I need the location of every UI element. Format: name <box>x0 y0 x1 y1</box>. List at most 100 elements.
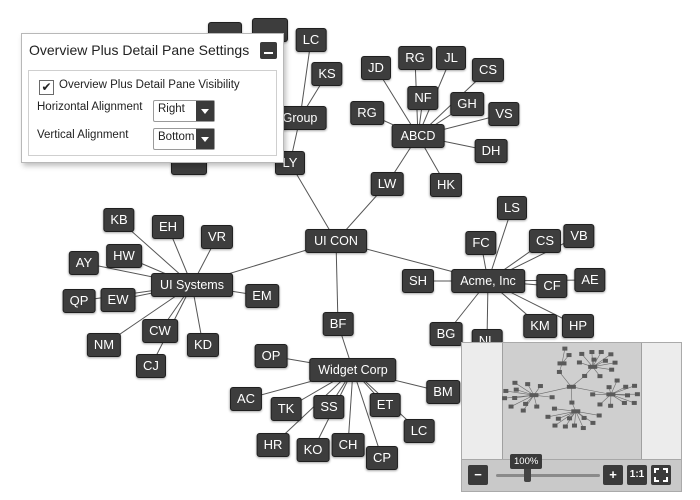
graph-edge <box>347 369 354 446</box>
graph-node-cs1[interactable]: CS <box>471 58 505 82</box>
minimap-edge <box>504 394 534 399</box>
graph-node-uicon[interactable]: UI CON <box>305 229 367 253</box>
graph-node-kd[interactable]: KD <box>186 333 220 357</box>
graph-node-hw[interactable]: HW <box>106 244 142 268</box>
zoom-toolbar: − 100% + 1:1 <box>462 454 681 491</box>
minimap-node <box>597 374 603 379</box>
graph-node-rg1[interactable]: RG <box>398 46 432 70</box>
minimap-node <box>582 373 588 378</box>
minimap-node <box>623 384 629 389</box>
minimap-edge <box>575 411 584 429</box>
minimap-node <box>529 393 539 398</box>
collapse-pane-button[interactable] <box>260 42 277 59</box>
minimap-node <box>625 393 631 398</box>
graph-node-kb[interactable]: KB <box>103 208 135 232</box>
graph-node-vr[interactable]: VR <box>200 225 234 249</box>
minimap-node <box>520 408 526 413</box>
graph-node-fc[interactable]: FC <box>465 231 497 255</box>
graph-node-abcd[interactable]: ABCD <box>391 124 445 148</box>
minimap-node <box>557 361 567 366</box>
graph-node-ay[interactable]: AY <box>68 251 100 275</box>
minimap-node <box>566 384 576 389</box>
minimap-edge <box>533 386 572 396</box>
graph-node-ss[interactable]: SS <box>313 395 345 419</box>
minimap-node <box>512 396 518 400</box>
graph-node-bf[interactable]: BF <box>322 312 354 336</box>
minimap-edge <box>559 371 572 387</box>
graph-node-bm[interactable]: BM <box>426 380 460 404</box>
graph-node-op[interactable]: OP <box>254 344 288 368</box>
minimap-node <box>562 424 568 429</box>
minimap-node <box>551 406 557 411</box>
graph-node-em[interactable]: EM <box>245 284 279 308</box>
graph-node-ls[interactable]: LS <box>497 196 527 220</box>
graph-node-ae[interactable]: AE <box>574 268 606 292</box>
visibility-checkbox[interactable]: ✔ <box>39 80 54 95</box>
graph-node-vs[interactable]: VS <box>488 102 520 126</box>
graph-node-ew[interactable]: EW <box>100 288 136 312</box>
graph-node-hr[interactable]: HR <box>256 433 290 457</box>
fit-to-window-button[interactable] <box>651 465 671 485</box>
zoom-slider-track[interactable] <box>496 474 600 477</box>
graph-node-cp[interactable]: CP <box>365 446 399 470</box>
graph-node-ac[interactable]: AC <box>229 387 263 411</box>
minimap-edge <box>571 386 611 395</box>
graph-node-cf[interactable]: CF <box>536 274 568 298</box>
graph-node-cw[interactable]: CW <box>142 319 178 343</box>
graph-node-km[interactable]: KM <box>523 314 557 338</box>
graph-node-cs2[interactable]: CS <box>528 229 562 253</box>
graph-node-qp[interactable]: QP <box>62 289 96 313</box>
minimap-node <box>562 346 568 351</box>
graph-node-hp[interactable]: HP <box>561 314 595 338</box>
graph-node-widget[interactable]: Widget Corp <box>309 358 397 382</box>
minimap-edge <box>514 382 535 396</box>
graph-node-ko[interactable]: KO <box>296 438 330 462</box>
graph-node-rg2[interactable]: RG <box>350 101 384 125</box>
graph-node-jl[interactable]: JL <box>436 46 466 70</box>
minimap-node <box>512 380 518 385</box>
graph-node-bg[interactable]: BG <box>429 322 463 346</box>
minimap-node <box>556 369 562 374</box>
zoom-slider-thumb[interactable]: 100% <box>510 454 543 482</box>
vertical-alignment-select[interactable]: Bottom <box>153 128 215 150</box>
zoom-out-button[interactable]: − <box>468 465 488 485</box>
minimap-edge <box>523 394 535 411</box>
zoom-in-button[interactable]: + <box>603 465 623 485</box>
minimap-edge <box>561 348 566 364</box>
graph-node-ks[interactable]: KS <box>311 62 343 86</box>
graph-node-ch[interactable]: CH <box>331 433 365 457</box>
visibility-label: Overview Plus Detail Pane Visibility <box>59 79 240 91</box>
graph-node-jd[interactable]: JD <box>361 56 391 80</box>
actual-size-button[interactable]: 1:1 <box>627 465 647 485</box>
graph-node-et[interactable]: ET <box>369 393 401 417</box>
minimap-node <box>631 400 637 405</box>
overview-plus-detail-pane[interactable]: − 100% + 1:1 <box>461 342 682 492</box>
graph-node-nf[interactable]: NF <box>407 86 439 110</box>
minimap-node <box>503 388 509 393</box>
minimap-edge <box>505 390 534 396</box>
graph-node-lc1[interactable]: LC <box>295 28 327 52</box>
minimap-node <box>571 409 581 414</box>
minimap-edge <box>592 351 602 367</box>
minimap-node <box>596 413 602 418</box>
graph-node-gh[interactable]: GH <box>450 92 484 116</box>
graph-node-eh[interactable]: EH <box>151 215 185 239</box>
minimap-node <box>597 402 603 407</box>
minimap-node <box>614 378 620 383</box>
graph-node-tk[interactable]: TK <box>270 397 302 421</box>
graph-node-nm[interactable]: NM <box>86 333 122 357</box>
minimap-node <box>567 416 573 421</box>
graph-node-hk[interactable]: HK <box>429 173 463 197</box>
graph-node-vb[interactable]: VB <box>563 224 595 248</box>
graph-node-dh[interactable]: DH <box>474 139 508 163</box>
graph-node-cj[interactable]: CJ <box>136 354 166 378</box>
graph-node-acme[interactable]: Acme, Inc <box>451 269 525 293</box>
graph-node-lc2[interactable]: LC <box>403 419 435 443</box>
graph-node-lw[interactable]: LW <box>370 172 404 196</box>
minimap-node <box>588 364 598 369</box>
minimap-edge <box>574 411 577 426</box>
graph-node-sh[interactable]: SH <box>401 269 435 293</box>
minimap-node <box>552 423 558 428</box>
horizontal-alignment-select[interactable]: Right <box>153 100 215 122</box>
graph-node-uisys[interactable]: UI Systems <box>151 273 233 297</box>
